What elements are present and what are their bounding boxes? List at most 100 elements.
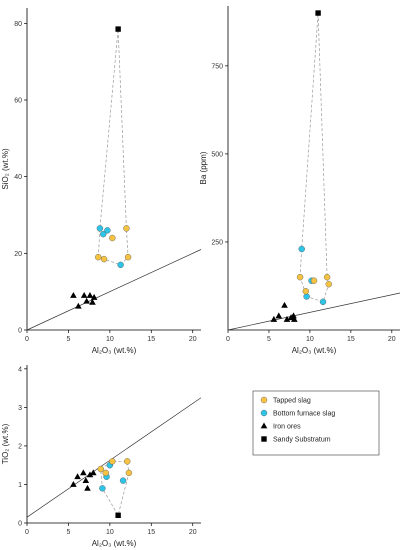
tapped-slag-point [109, 234, 116, 242]
legend: Tapped slag Bottom furnace slag Iron ores S… [252, 390, 380, 456]
iron-ore-point [80, 292, 88, 298]
y-tick-label: 0 [18, 521, 22, 528]
iron-ore-point [283, 315, 291, 322]
tapped-slag-point [124, 458, 131, 465]
bottom-furnace-slag-point [117, 261, 124, 269]
x-tick-label: 0 [226, 336, 230, 343]
iron-ore-point [83, 297, 90, 304]
y-tick-label: 4 [18, 366, 22, 373]
legend-marker [260, 396, 268, 404]
y-tick-label: 20 [14, 251, 22, 258]
x-tick-label: 20 [189, 336, 197, 343]
y-tick-label: 1 [18, 482, 22, 489]
x-tick-label: 5 [66, 336, 70, 343]
iron-ore-point [80, 469, 87, 476]
y-axis-label: TiO₂ (wt.%) [1, 423, 10, 464]
iron-ore-point [281, 301, 288, 308]
iron-ore-point [84, 484, 91, 491]
legend-label: Iron ores [273, 424, 301, 431]
x-tick-label: 10 [106, 529, 114, 536]
bottom-furnace-slag-point [303, 293, 310, 300]
bottom-furnace-slag-point [319, 298, 327, 306]
x-tick-label: 10 [306, 336, 314, 343]
bottom-furnace-slag-point [298, 245, 305, 253]
x-tick-label: 10 [106, 336, 114, 343]
tapped-slag-point [325, 281, 332, 288]
y-tick-label: 3 [18, 405, 22, 412]
tapped-slag-point [302, 288, 310, 295]
legend-label: Sandy Substratum [273, 437, 331, 444]
bottom-furnace-slag-point [104, 227, 111, 234]
tapped-slag-point [123, 225, 130, 232]
tapped-slag-point [124, 253, 132, 261]
chart-panel-1: 0 5 10 15 20 0 20 40 60 80 Al₂O₃ (wt.%) SiO₂ (wt.%) [1, 8, 202, 355]
legend-marker [260, 422, 268, 429]
bottom-furnace-slag-point [100, 230, 107, 238]
iron-ore-point [90, 293, 98, 300]
x-tick-label: 20 [189, 529, 197, 536]
reference-line [26, 249, 202, 331]
y-tick-label: 40 [14, 174, 22, 181]
bottom-furnace-slag-point [96, 225, 104, 232]
tapped-slag-point [100, 255, 108, 263]
iron-ore-point [275, 312, 283, 319]
legend-tapped-slag: Tapped slag [260, 396, 311, 405]
bottom-furnace-slag-point [99, 485, 106, 492]
legend-box [252, 390, 380, 456]
iron-ore-point [86, 471, 94, 478]
tapped-slag-point [95, 253, 102, 261]
legend-sandy-substratum: Sandy Substratum [261, 436, 331, 444]
y-tick-label: 250 [211, 239, 223, 246]
tapped-slag-point [310, 277, 318, 284]
iron-ore-point [75, 302, 82, 309]
y-tick-label: 2 [18, 443, 22, 450]
y-axis-label: SiO₂ (wt.%) [1, 148, 10, 190]
y-tick-label: 0 [18, 328, 22, 335]
tapped-slag-point [296, 273, 304, 281]
iron-ore-point [70, 292, 77, 298]
y-tick-label: 500 [211, 151, 223, 158]
chart-panel-3: 0 5 10 15 20 0 1 2 3 4 Al₂O₃ (wt.%) TiO₂ (wt.%) [1, 365, 202, 548]
legend-label: Bottom furnace slag [273, 411, 335, 418]
reference-line [227, 292, 401, 331]
y-axis-label: Ba (ppm) [199, 151, 208, 184]
x-tick-label: 15 [147, 529, 155, 536]
x-tick-label: 15 [347, 336, 355, 343]
x-tick-label: 5 [66, 529, 70, 536]
sandy-substratum-point [315, 10, 321, 16]
legend-iron-ores: Iron ores [260, 422, 301, 431]
iron-ore-point [89, 469, 97, 476]
bottom-furnace-slag-point [119, 477, 127, 484]
iron-ore-point [290, 312, 297, 319]
x-axis-label: Al₂O₃ (wt.%) [292, 346, 337, 355]
y-tick-label: 750 [211, 63, 223, 70]
x-tick-label: 0 [25, 336, 29, 343]
iron-ore-point [82, 477, 90, 484]
iron-ore-point [74, 473, 81, 480]
legend-marker [261, 436, 267, 442]
chart-panel-2: 0 5 10 15 20 250 500 750 Al₂O₃ (wt.%) Ba (ppm) [199, 6, 401, 355]
legend-bottom-furnace-slag: Bottom furnace slag [260, 409, 335, 418]
tapped-slag-point [323, 273, 331, 281]
iron-ore-point [89, 298, 96, 305]
x-tick-label: 20 [388, 336, 396, 343]
x-tick-label: 5 [267, 336, 271, 343]
iron-ore-point [270, 315, 278, 322]
tapped-slag-point [125, 469, 133, 477]
sandy-substratum-point [115, 512, 121, 518]
reference-line [26, 397, 202, 518]
x-axis-label: Al₂O₃ (wt.%) [92, 539, 137, 548]
legend-marker [260, 409, 268, 417]
x-tick-label: 15 [147, 336, 155, 343]
tapped-slag-point [97, 465, 104, 473]
iron-ore-point [70, 480, 77, 487]
legend-label: Tapped slag [273, 398, 311, 405]
tapped-slag-point [109, 458, 116, 465]
y-tick-label: 80 [14, 21, 22, 28]
iron-ore-point [291, 315, 298, 322]
slag-envelope [299, 12, 330, 303]
tapped-slag-point [102, 469, 109, 477]
y-tick-label: 60 [14, 98, 22, 105]
sandy-substratum-point [115, 26, 121, 32]
